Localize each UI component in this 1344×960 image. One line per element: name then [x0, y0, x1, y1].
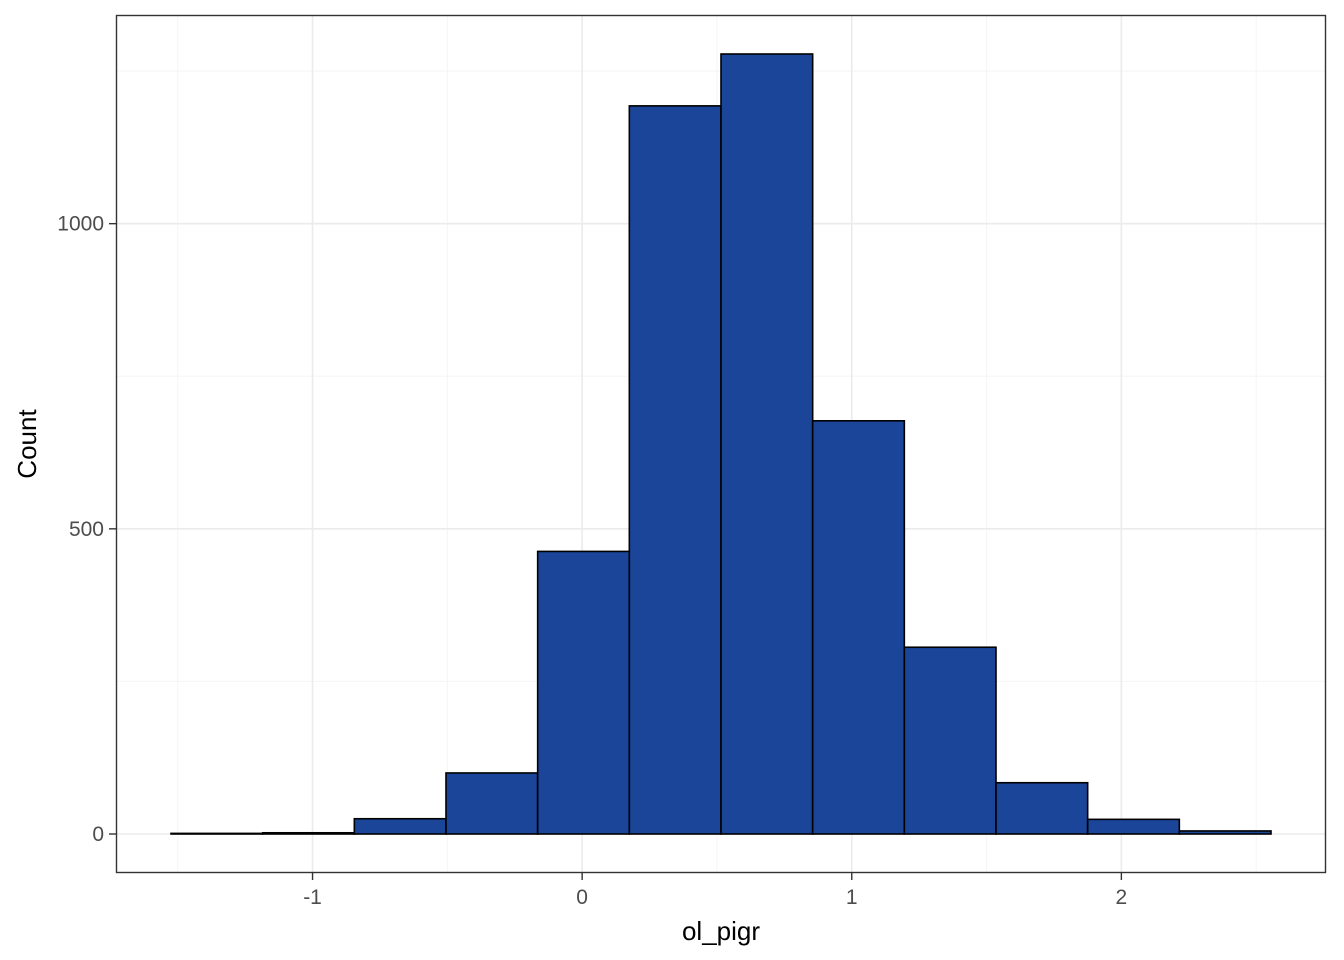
histogram-bar: [445, 772, 539, 835]
y-tick-label: 500: [69, 518, 104, 541]
histogram-bar: [170, 832, 264, 835]
x-tick-label: 2: [1116, 886, 1128, 909]
panel-border: [115, 14, 1327, 874]
histogram-bar: [353, 817, 447, 835]
y-tick-label: 0: [92, 823, 104, 846]
x-tick-label: -1: [303, 886, 322, 909]
histogram-bars: [170, 53, 1272, 835]
x-axis-title: ol_pigr: [682, 916, 760, 946]
x-tick-label: 1: [846, 886, 858, 909]
histogram-bar: [628, 105, 722, 835]
axes: -1 0 1 2 0 500 1000: [57, 213, 1127, 909]
histogram-bar: [536, 550, 631, 835]
y-tick-label: 1000: [57, 213, 104, 236]
histogram-bar: [995, 781, 1089, 835]
histogram-bar: [261, 831, 356, 835]
y-axis-title: Count: [12, 409, 42, 479]
histogram-bar: [1086, 818, 1181, 835]
histogram-bar: [720, 53, 814, 835]
histogram-bar: [811, 420, 906, 835]
histogram-bar: [903, 646, 997, 835]
x-tick-label: 0: [576, 886, 588, 909]
histogram-bar: [1178, 830, 1272, 835]
